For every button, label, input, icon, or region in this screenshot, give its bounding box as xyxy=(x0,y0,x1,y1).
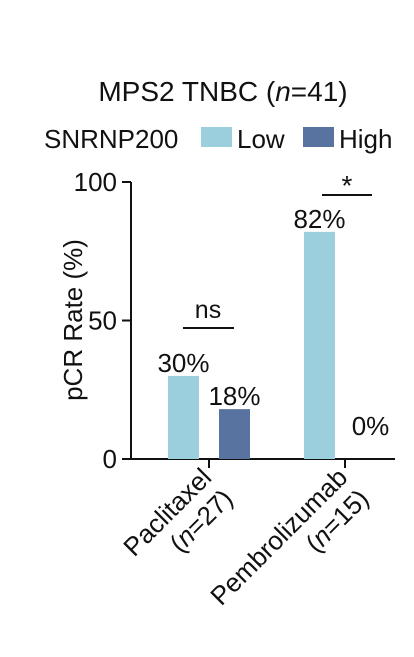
data-label-low-1: 82% xyxy=(293,204,345,234)
significance-label-paclitaxel: ns xyxy=(195,296,221,324)
x-category-labels: Paclitaxel(n=27)Pembrolizumab(n=15) xyxy=(117,459,374,611)
significance-annotations: ns * xyxy=(183,170,372,329)
y-tick-label-100: 100 xyxy=(74,167,117,197)
y-axis-label: pCR Rate (%) xyxy=(58,239,88,401)
bar-low-1 xyxy=(304,231,335,459)
legend: SNRNP200 Low High xyxy=(44,124,392,154)
data-label-high-0: 18% xyxy=(208,381,260,411)
bar-high-0 xyxy=(219,409,250,459)
legend-label-low: Low xyxy=(237,124,285,154)
data-labels: 30% 82% 18% 0% xyxy=(157,204,389,441)
bar-low-0 xyxy=(168,375,199,459)
y-ticks: 0 50 100 xyxy=(74,167,131,474)
bars xyxy=(168,231,335,459)
data-label-high-1: 0% xyxy=(352,411,390,441)
significance-label-pembrolizumab: * xyxy=(342,170,353,201)
legend-swatch-low xyxy=(201,127,232,147)
category-label-0: Paclitaxel(n=27) xyxy=(117,462,238,562)
y-tick-label-50: 50 xyxy=(88,306,117,336)
legend-title: SNRNP200 xyxy=(44,124,178,154)
y-tick-label-0: 0 xyxy=(103,444,117,474)
legend-label-high: High xyxy=(339,124,392,154)
category-label-1: Pembrolizumab(n=15) xyxy=(204,462,374,611)
chart-title: MPS2 TNBC (n=41) xyxy=(98,76,347,107)
data-label-low-0: 30% xyxy=(157,348,209,378)
legend-swatch-high xyxy=(303,127,334,147)
